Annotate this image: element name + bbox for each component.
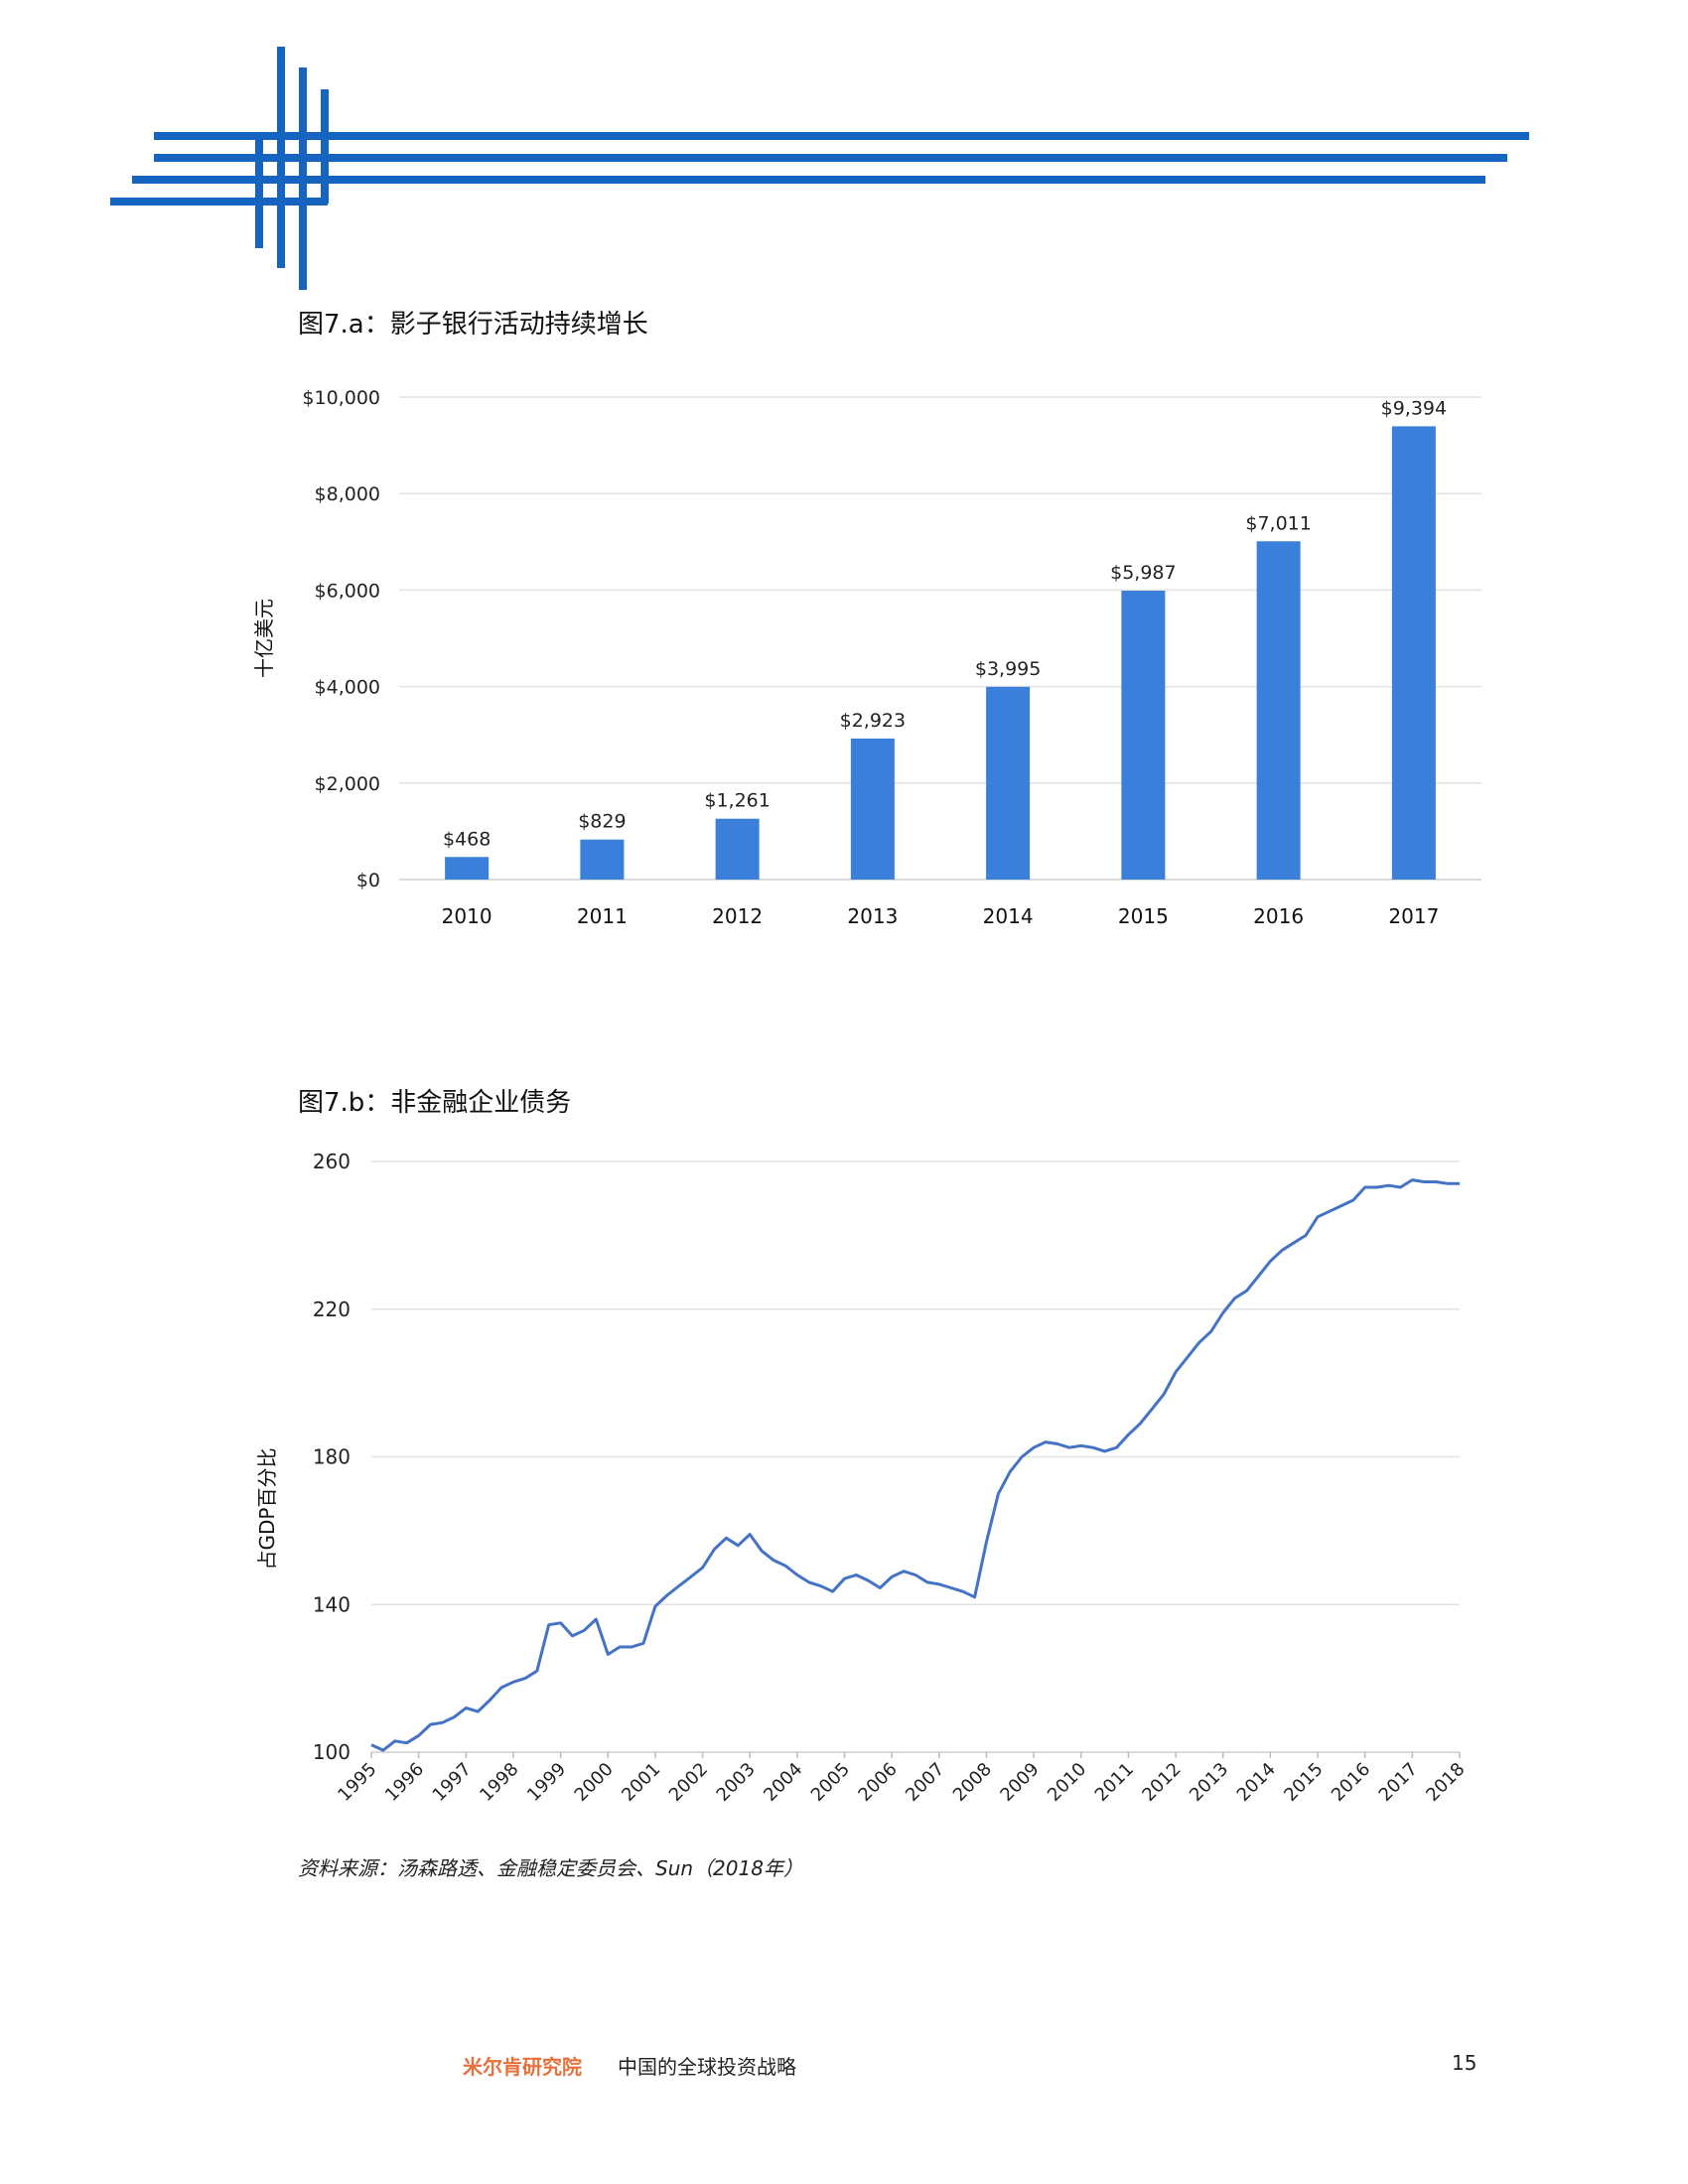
- y-tick-label: 140: [313, 1592, 351, 1616]
- x-tick-label: 2006: [854, 1759, 901, 1806]
- figure-a-title: 图7.a：影子银行活动持续增长: [298, 310, 648, 340]
- footer-org: 米尔肯研究院: [463, 2055, 582, 2079]
- x-tick-label: 2018: [1422, 1759, 1469, 1806]
- x-tick-label: 2003: [713, 1759, 760, 1806]
- x-tick-label: 1999: [523, 1759, 570, 1806]
- footer-title: 中国的全球投资战略: [618, 2055, 796, 2079]
- y-axis-label: 十亿美元: [252, 599, 276, 678]
- data-label: $9,394: [1381, 397, 1447, 419]
- y-tick-label: $2,000: [315, 773, 380, 795]
- bar: [986, 686, 1031, 880]
- y-tick-label: $0: [356, 870, 380, 891]
- x-tick-label: 2012: [1138, 1759, 1185, 1806]
- figure-b-title: 图7.b：非金融企业债务: [298, 1088, 572, 1118]
- x-tick-label: 2013: [847, 904, 898, 928]
- series-line: [370, 1178, 1460, 1752]
- y-tick-label: 180: [313, 1445, 351, 1469]
- page-number: 15: [1452, 2051, 1477, 2075]
- x-tick-label: 1997: [429, 1759, 476, 1806]
- x-tick-label: 2017: [1375, 1759, 1422, 1806]
- header-decoration: [110, 47, 1529, 290]
- bar-chart: $0 $2,000 $4,000 $6,000 $8,000 $10,000 $468 201…: [252, 387, 1481, 928]
- bar: [445, 857, 490, 880]
- x-tick-label: 2015: [1118, 904, 1169, 928]
- x-tick-label: 2009: [996, 1759, 1043, 1806]
- x-tick-label: 2001: [618, 1759, 664, 1806]
- x-tick-label: 2016: [1253, 904, 1304, 928]
- x-tick-label: 1998: [476, 1759, 522, 1806]
- y-tick-label: $6,000: [315, 580, 380, 602]
- bar: [580, 839, 625, 880]
- x-tick-label: 2013: [1186, 1759, 1232, 1806]
- y-tick-label: 260: [313, 1150, 351, 1173]
- y-axis-label: 占GDP百分比: [255, 1448, 279, 1570]
- data-label: $3,995: [975, 658, 1041, 680]
- bar: [1391, 426, 1436, 880]
- x-tick-label: 2012: [712, 904, 763, 928]
- y-tick-label: 220: [313, 1297, 351, 1321]
- data-label: $2,923: [840, 710, 906, 732]
- bar: [1121, 591, 1166, 880]
- x-tick-label: 2002: [665, 1759, 712, 1806]
- y-tick-label: $8,000: [315, 483, 380, 505]
- x-tick-label: 2011: [1091, 1759, 1138, 1806]
- x-tick-label: 2008: [949, 1759, 996, 1806]
- y-tick-label: $10,000: [302, 387, 380, 409]
- x-tick-label: 2014: [983, 904, 1034, 928]
- y-tick-label: 100: [313, 1740, 351, 1764]
- x-tick-label: 2010: [1044, 1759, 1090, 1806]
- x-tick-label: 2000: [571, 1759, 618, 1806]
- data-label: $468: [443, 828, 491, 850]
- bar: [715, 818, 760, 880]
- x-tick-label: 1996: [381, 1759, 428, 1806]
- bar: [1256, 541, 1301, 880]
- x-tick-label: 2004: [760, 1759, 806, 1806]
- bar: [850, 738, 895, 880]
- x-tick-label: 2011: [577, 904, 628, 928]
- data-label: $7,011: [1245, 512, 1311, 534]
- x-tick-label: 1995: [334, 1759, 380, 1806]
- x-tick-label: 2007: [902, 1759, 948, 1806]
- y-tick-label: $4,000: [315, 677, 380, 699]
- x-tick-label: 2010: [442, 904, 492, 928]
- x-tick-label: 2015: [1280, 1759, 1327, 1806]
- data-label: $5,987: [1110, 562, 1176, 584]
- x-tick-label: 2014: [1233, 1759, 1280, 1806]
- data-label: $829: [578, 811, 626, 833]
- x-tick-label: 2005: [807, 1759, 854, 1806]
- x-tick-label: 2016: [1328, 1759, 1374, 1806]
- x-tick-label: 2017: [1388, 904, 1439, 928]
- data-label: $1,261: [704, 790, 770, 812]
- source-note: 资料来源：汤森路透、金融稳定委员会、Sun（2018年）: [298, 1856, 803, 1880]
